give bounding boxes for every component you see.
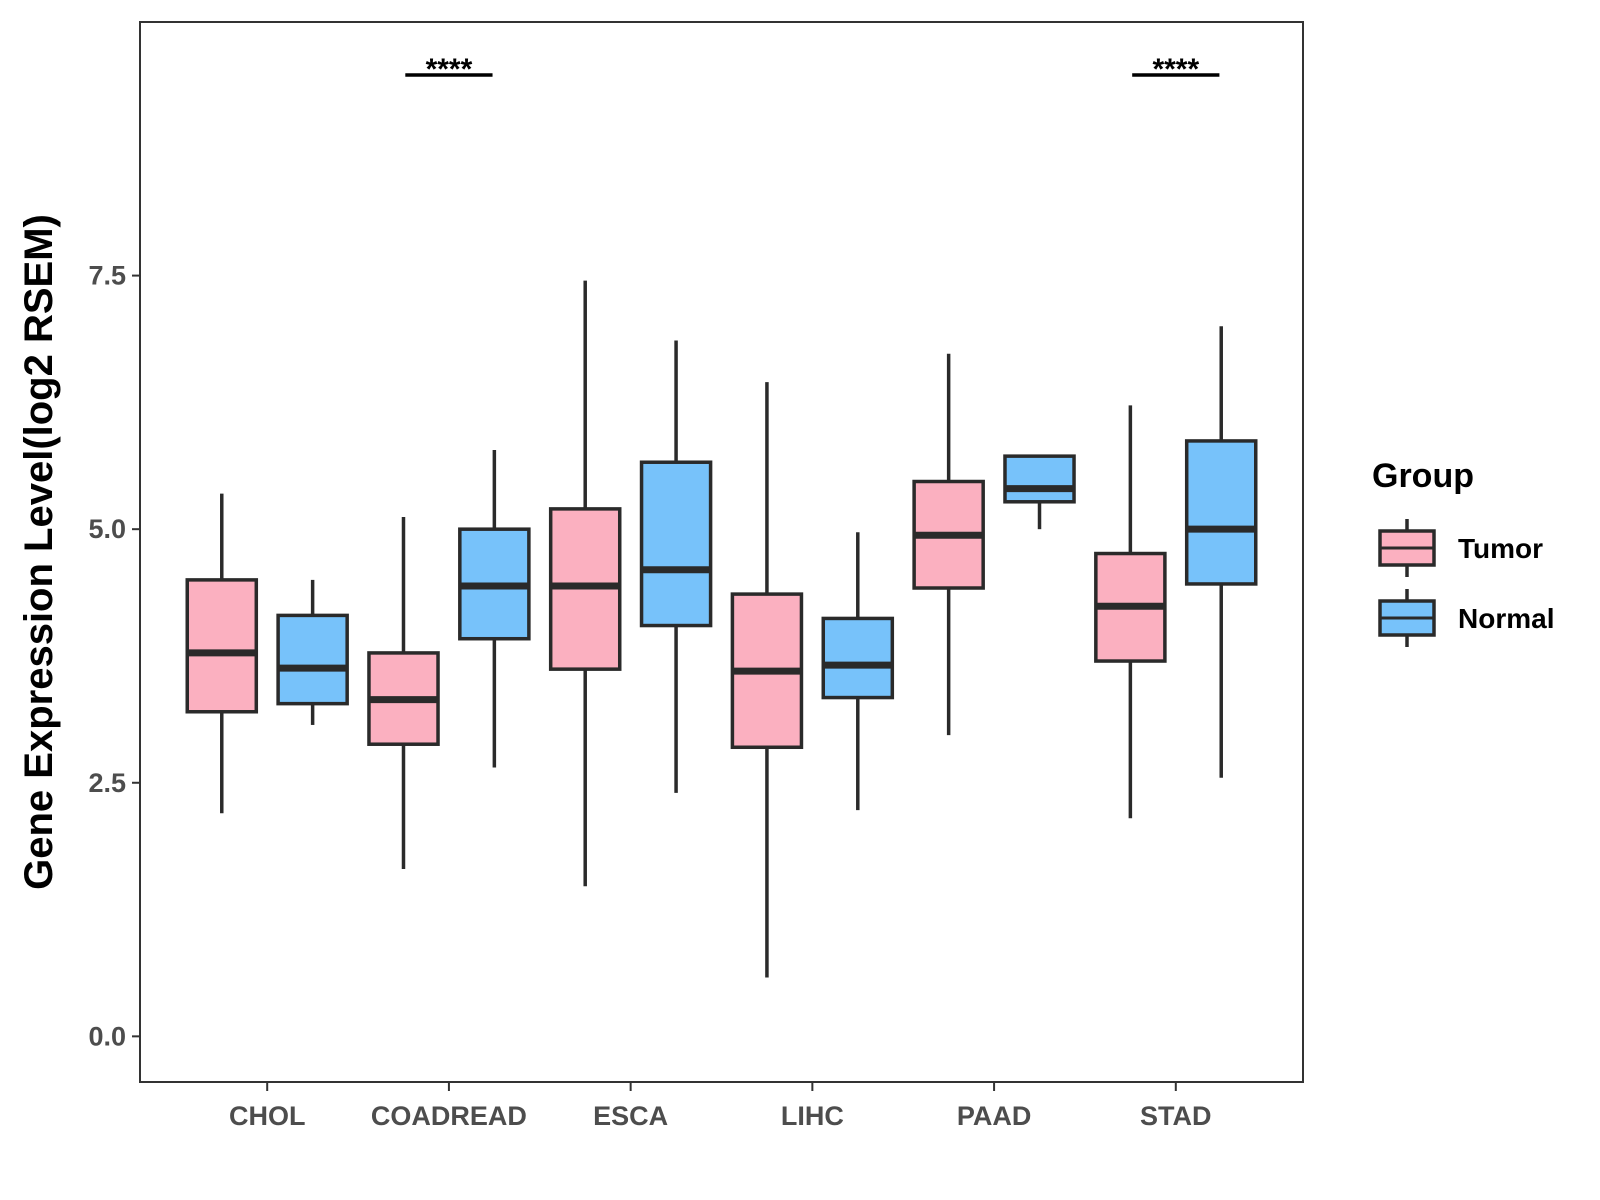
x-tick-label: COADREAD (371, 1101, 527, 1131)
box-tumor-coadread (367, 517, 440, 869)
box-iqr (1003, 454, 1076, 504)
legend-item-tumor: Tumor (1378, 519, 1543, 577)
box-iqr (276, 613, 349, 706)
box-iqr (639, 460, 713, 628)
box-tumor-lihc (730, 382, 804, 978)
legend-label: Tumor (1458, 533, 1543, 564)
box-normal-esca (639, 340, 713, 793)
significance-annotations: **** **** (405, 53, 1220, 86)
y-tick-label: 7.5 (88, 261, 126, 291)
box-normal-paad (1003, 454, 1076, 530)
box-tumor-chol (185, 493, 259, 814)
legend-label: Normal (1458, 603, 1554, 634)
y-axis: 0.0 2.5 5.0 7.5 (88, 261, 140, 1051)
significance-label: **** (426, 53, 473, 86)
y-tick-label: 0.0 (88, 1021, 126, 1051)
legend: Group Tumor Normal (1372, 457, 1554, 647)
x-tick-label: LIHC (781, 1101, 844, 1131)
box-normal-coadread (458, 450, 531, 768)
box-iqr (1184, 439, 1258, 586)
x-tick-label: CHOL (229, 1101, 306, 1131)
x-tick-label: ESCA (593, 1101, 668, 1131)
box-normal-chol (276, 579, 349, 725)
y-axis-title: Gene Expression Level(log2 RSEM) (17, 214, 61, 890)
y-tick-label: 2.5 (88, 768, 126, 798)
x-axis: CHOL COADREAD ESCA LIHC PAAD STAD (229, 1082, 1212, 1131)
significance-label: **** (1152, 53, 1199, 86)
x-tick-label: STAD (1140, 1101, 1212, 1131)
box-iqr (185, 578, 259, 714)
box-tumor-paad (912, 353, 985, 736)
box-iqr (821, 616, 895, 700)
box-tumor-stad (1094, 405, 1167, 819)
box-tumor-esca (548, 280, 622, 887)
box-normal-lihc (821, 532, 895, 811)
legend-title: Group (1372, 457, 1474, 495)
box-layer (185, 280, 1258, 978)
box-normal-stad (1184, 326, 1258, 778)
y-tick-label: 5.0 (88, 514, 126, 544)
legend-item-normal: Normal (1378, 589, 1554, 647)
x-tick-label: PAAD (957, 1101, 1032, 1131)
legend-items: Tumor Normal (1378, 519, 1554, 647)
